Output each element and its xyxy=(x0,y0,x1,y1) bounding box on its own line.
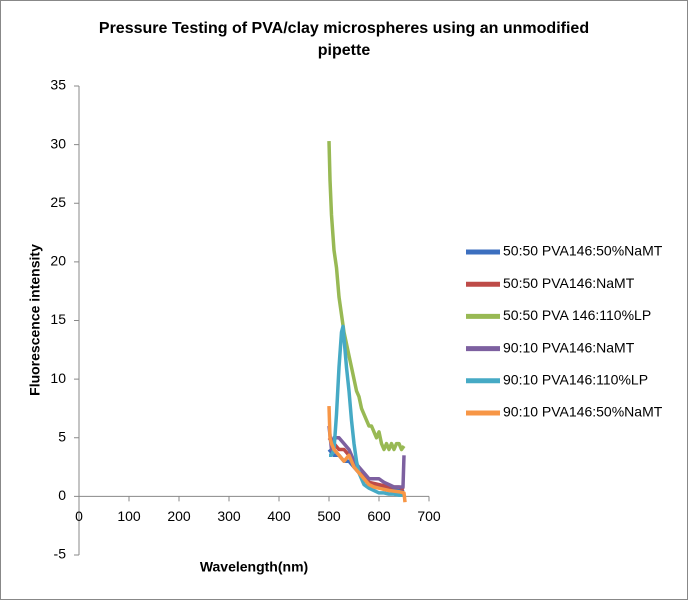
x-tick-label: 600 xyxy=(367,508,391,524)
legend-label: 90:10 PVA146:110%LP xyxy=(503,372,648,388)
legend-label: 50:50 PVA 146:110%LP xyxy=(503,307,651,323)
legend-label: 90:10 PVA146:NaMT xyxy=(503,339,635,355)
y-tick-label: 10 xyxy=(50,370,66,386)
data-line xyxy=(329,324,404,497)
data-line xyxy=(327,141,406,452)
x-tick-label: 700 xyxy=(417,508,441,524)
y-tick-label: -5 xyxy=(54,546,67,562)
data-line xyxy=(327,406,407,503)
x-tick-label: 100 xyxy=(117,508,141,524)
legend-label: 90:10 PVA146:50%NaMT xyxy=(503,404,663,420)
y-tick-label: 15 xyxy=(50,311,66,327)
y-tick-label: 20 xyxy=(50,253,66,269)
x-tick-label: 0 xyxy=(75,508,83,524)
x-axis-label: Wavelength(nm) xyxy=(200,559,308,575)
y-tick-label: 25 xyxy=(50,194,66,210)
y-tick-label: 5 xyxy=(58,428,66,444)
x-tick-label: 200 xyxy=(167,508,191,524)
chart-title: Pressure Testing of PVA/clay microsphere… xyxy=(98,20,590,59)
legend-label: 50:50 PVA146:NaMT xyxy=(503,275,635,291)
x-tick-label: 300 xyxy=(217,508,241,524)
y-tick-label: 0 xyxy=(58,487,66,503)
data-line xyxy=(327,425,406,489)
x-tick-label: 500 xyxy=(317,508,341,524)
y-tick-label: 30 xyxy=(50,135,66,151)
y-tick-label: 35 xyxy=(50,77,66,93)
y-axis-label: Fluorescence intensity xyxy=(27,244,43,396)
x-tick-label: 400 xyxy=(267,508,291,524)
legend-label: 50:50 PVA146:50%NaMT xyxy=(503,243,663,259)
